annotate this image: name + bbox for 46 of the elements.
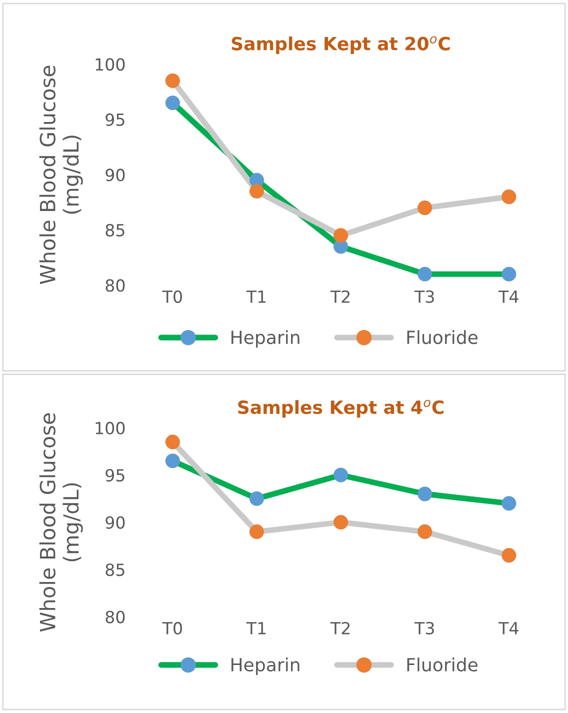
point [418,524,432,540]
y-axis-title: Whole Blood Glucose (mg/dL) [39,413,83,632]
point [165,73,180,88]
legend-label: Fluoride [407,658,478,672]
chart-title: Samples Kept at 20$^{o}$C [232,36,450,54]
point [165,434,180,450]
point [418,266,432,282]
point [334,514,348,530]
x-tick-label: T0 [162,290,182,303]
point [502,548,516,563]
y-tick-label: 100 [96,422,125,434]
point [249,491,264,506]
y-tick-label: 85 [106,224,124,237]
y-tick-label: 100 [96,58,125,71]
y-tick-label: 85 [106,563,124,576]
y-axis-title: Whole Blood Glucose (mg/dL) [39,66,83,284]
x-tick-label: T4 [498,622,518,634]
point [502,496,516,511]
point [418,486,432,502]
x-tick-label: T1 [246,622,266,634]
point [502,266,516,282]
chart-title: Samples Kept at 4$^{o}$C [238,400,444,418]
legend-label: Heparin [232,658,300,676]
legend-label: Fluoride [407,330,478,344]
x-tick-label: T1 [246,290,266,303]
point [418,200,432,216]
point [249,524,264,540]
y-tick-label: 95 [106,469,124,482]
y-tick-label: 90 [106,168,125,182]
x-tick-label: T3 [414,622,434,635]
y-tick-label: 80 [106,610,125,624]
x-tick-label: T4 [498,290,518,303]
point [249,184,264,199]
y-tick-label: 90 [106,516,125,529]
point [165,454,180,468]
x-tick-label: T2 [330,290,350,303]
x-tick-label: T2 [330,622,350,634]
point [502,190,516,204]
y-tick-label: 80 [106,279,125,292]
x-tick-label: T0 [162,622,182,635]
y-tick-label: 95 [106,113,124,126]
point [334,228,348,243]
point [334,468,348,482]
legend-label: Heparin [232,330,300,348]
point [165,96,180,110]
x-tick-label: T3 [414,290,434,303]
